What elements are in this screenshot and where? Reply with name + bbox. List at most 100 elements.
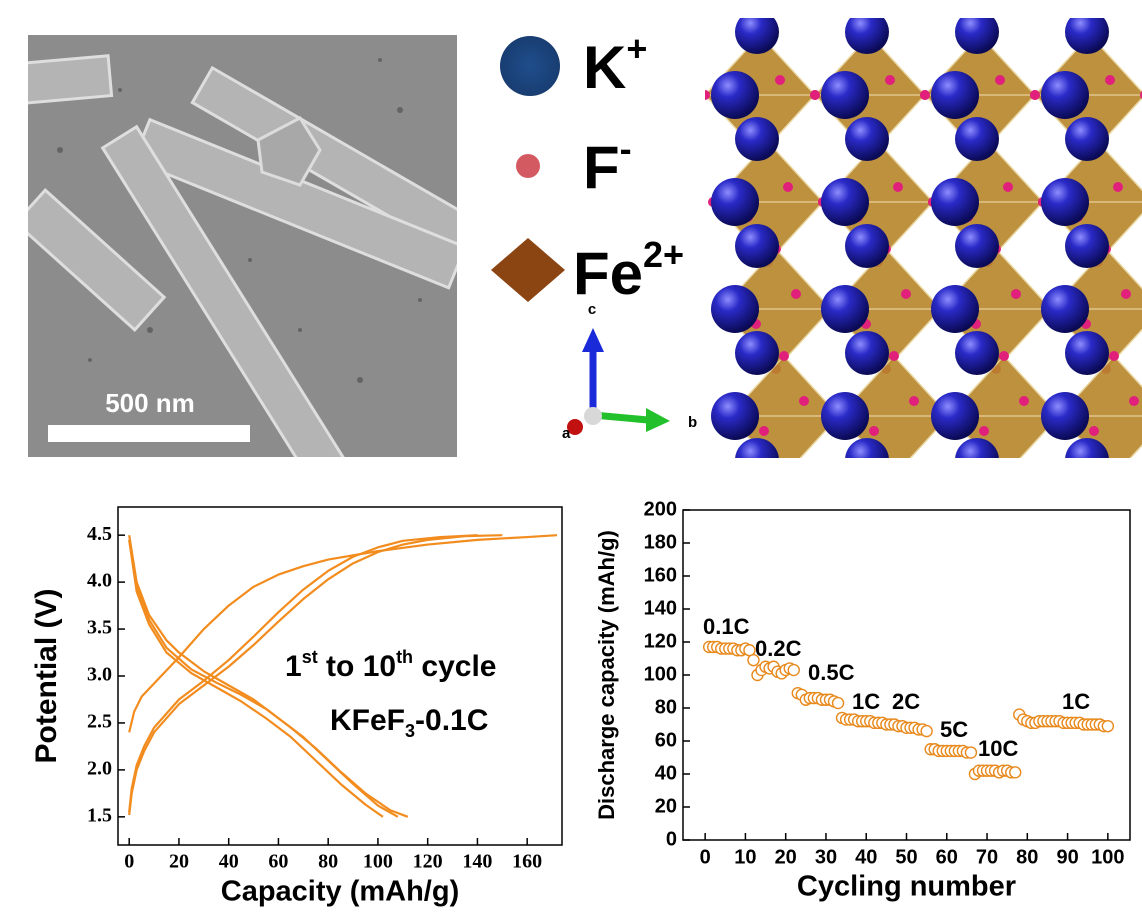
f-atom [1109, 471, 1119, 481]
k-atom [931, 285, 979, 333]
text-part: KFeF [330, 704, 405, 737]
x-tick-label: 90 [1056, 846, 1078, 868]
annotation: 1C [1062, 689, 1090, 714]
text-part: 1 [285, 650, 302, 683]
f-atom [1019, 396, 1029, 406]
x-tick-label: 80 [1016, 846, 1038, 868]
y-tick-label: 60 [655, 729, 677, 751]
f-atom [1113, 182, 1123, 192]
fe-ion-marker [491, 238, 565, 302]
f-atom [1129, 396, 1139, 406]
data-point [964, 746, 978, 759]
f-atom [893, 182, 903, 192]
y-tick-label: 40 [655, 762, 677, 784]
text-part: K [583, 34, 626, 101]
k-atom [1065, 331, 1109, 375]
y-tick-label: 120 [644, 630, 677, 652]
x-tick-label: 0 [124, 851, 134, 873]
y-tick-label: 3.5 [87, 617, 112, 639]
f-atom [779, 471, 789, 481]
f-atom [791, 289, 801, 299]
annotation: 0.2C [755, 636, 802, 661]
x-tick-label: 20 [775, 846, 797, 868]
text-part: -0.1C [415, 704, 488, 737]
annotation: 0.1C [703, 614, 750, 639]
data-point [747, 653, 760, 667]
x-tick-label: 70 [976, 846, 998, 868]
k-atom [931, 71, 979, 119]
k-atom [1065, 224, 1109, 268]
axis-label: b [688, 414, 697, 431]
text-part: - [620, 128, 632, 169]
f-atom [759, 426, 769, 436]
voltage-curve [128, 534, 558, 733]
k-atom [845, 18, 889, 54]
f-atom [979, 426, 989, 436]
k-atom [735, 224, 779, 268]
x-tick-label: 120 [413, 851, 443, 873]
k-atom [845, 224, 889, 268]
k-atom [735, 438, 779, 458]
f-atom [889, 471, 899, 481]
f-atom [1003, 182, 1013, 192]
f-atom [779, 351, 789, 361]
k-atom [1041, 71, 1089, 119]
crystal-structure [705, 18, 1142, 547]
voltage-curve [128, 539, 409, 818]
k-atom [735, 117, 779, 161]
annotation: 1C [852, 689, 880, 714]
f-atom [999, 351, 1009, 361]
f-atom [1089, 426, 1099, 436]
y-axis-title: Potential (V) [30, 588, 63, 763]
x-tick-label: 60 [268, 851, 288, 873]
x-tick-label: 60 [936, 846, 958, 868]
y-tick-label: 160 [644, 564, 677, 586]
x-tick-label: 40 [855, 846, 877, 868]
k-atom [955, 18, 999, 54]
k-atom [711, 178, 759, 226]
k-atom [711, 392, 759, 440]
f-ion-marker [516, 154, 540, 178]
text-part: Fe [573, 240, 643, 307]
k-atom [931, 392, 979, 440]
k-atom [845, 117, 889, 161]
k-atom [1041, 499, 1089, 547]
k-atom [821, 178, 869, 226]
k-atom [1041, 178, 1089, 226]
k-atom [821, 499, 869, 547]
f-atom [1105, 75, 1115, 85]
k-atom [711, 499, 759, 547]
x-tick-label: 80 [318, 851, 338, 873]
y-tick-label: 2.5 [87, 711, 112, 733]
x-axis-title: Cycling number [797, 871, 1016, 903]
text-part: 2+ [643, 234, 684, 275]
k-atom [845, 438, 889, 458]
k-atom [735, 331, 779, 375]
f-atom [995, 75, 1005, 85]
k-atom [735, 18, 779, 54]
f-atom [999, 471, 1009, 481]
text-part: cycle [413, 650, 496, 683]
f-atom [869, 426, 879, 436]
x-tick-label: 0 [700, 846, 711, 868]
data-point [787, 663, 800, 677]
k-atom [931, 178, 979, 226]
axes-triad: c b a [562, 301, 697, 442]
text-part: F [583, 134, 620, 201]
k-atom [1041, 392, 1089, 440]
f-atom [1121, 289, 1131, 299]
f-atom [775, 75, 785, 85]
y-tick-label: 20 [655, 795, 677, 817]
y-tick-label: 4.0 [87, 570, 112, 592]
f-atom [885, 75, 895, 85]
x-tick-label: 30 [815, 846, 837, 868]
y-axis-title: Discharge capacity (mAh/g) [594, 530, 619, 820]
axis-label: c [588, 301, 596, 318]
f-atom [909, 396, 919, 406]
k-atom [845, 331, 889, 375]
y-tick-label: 180 [644, 531, 677, 553]
voltage-curve [128, 534, 503, 816]
k-atom [1065, 117, 1109, 161]
